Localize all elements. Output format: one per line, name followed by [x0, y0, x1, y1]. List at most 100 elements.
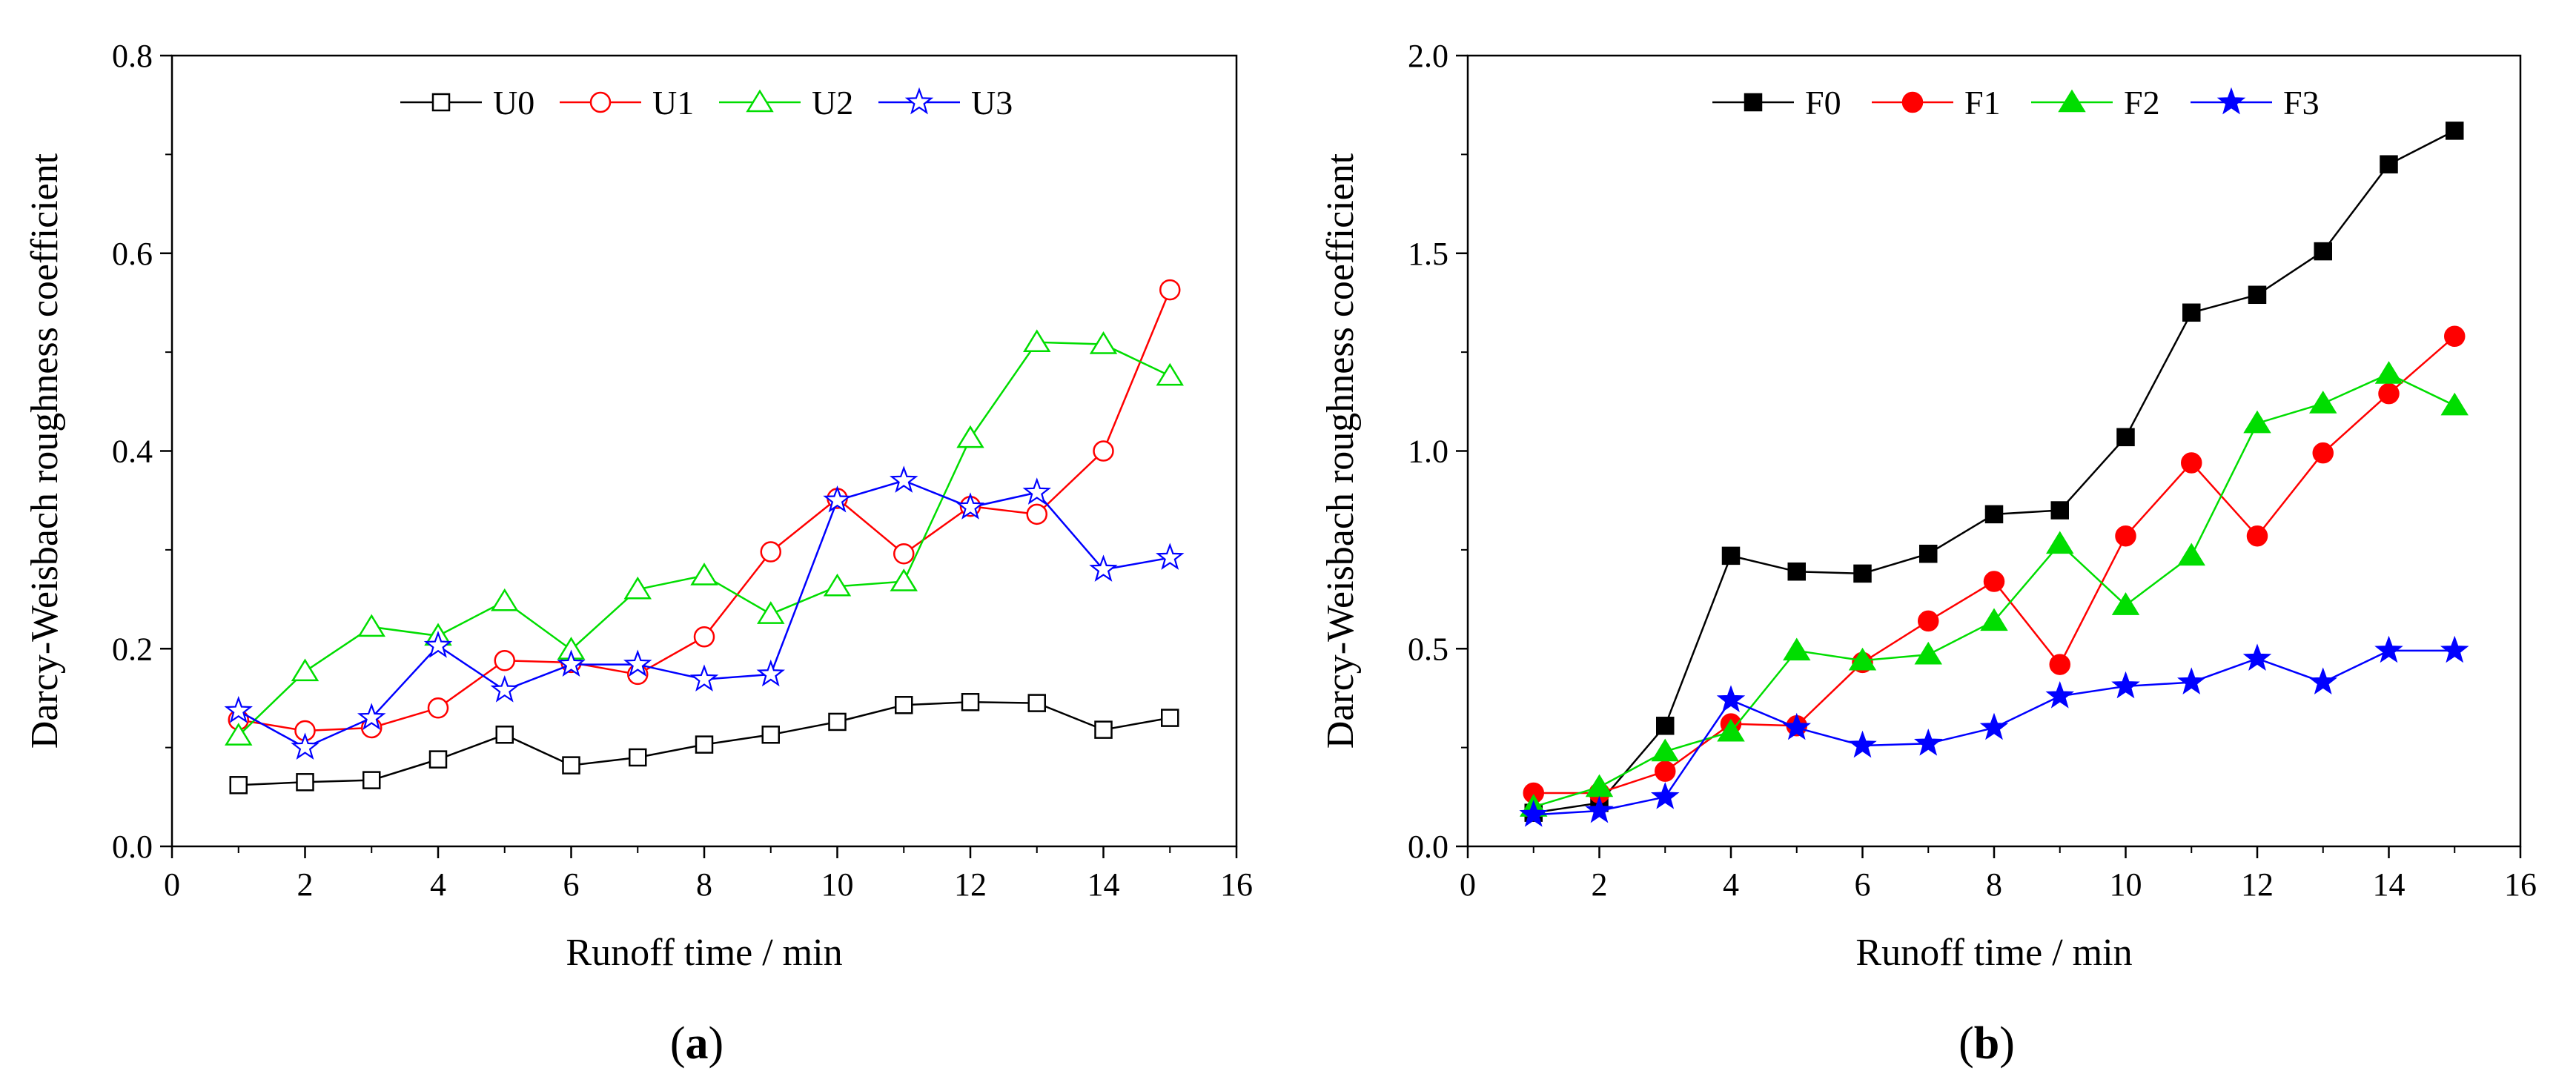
data-point-F3	[2374, 635, 2403, 663]
data-point-F1	[2181, 452, 2202, 474]
data-point-F2	[2309, 391, 2337, 414]
data-point-F3	[2440, 635, 2469, 663]
data-point-F1	[1983, 571, 2005, 592]
data-point-U2	[357, 614, 385, 637]
series-U3	[224, 465, 1185, 760]
data-point-U2	[757, 601, 785, 624]
data-point-F3	[1979, 712, 2009, 740]
data-point-U1	[693, 626, 715, 648]
data-point-U0	[428, 750, 448, 769]
data-point-F1	[2115, 525, 2136, 547]
data-point-U3	[1156, 543, 1185, 570]
x-tick-label: 0	[164, 866, 180, 903]
x-tick-label: 6	[1855, 866, 1871, 903]
data-point-F0	[1853, 564, 1872, 583]
legend-label-F1: F1	[1964, 84, 2001, 122]
data-point-F1	[2312, 442, 2334, 464]
data-point-U0	[362, 771, 381, 789]
data-point-F0	[1787, 562, 1806, 581]
data-point-U2	[690, 563, 718, 586]
data-point-F3	[1519, 800, 1548, 827]
data-point-F2	[2440, 392, 2469, 416]
y-tick-label: 0.6	[112, 236, 153, 272]
data-point-U1	[1093, 440, 1114, 462]
series-F3	[1519, 635, 2469, 827]
x-tick-label: 4	[430, 866, 446, 903]
data-point-F2	[1914, 641, 1942, 665]
data-point-U3	[689, 664, 719, 691]
x-tick-label: 4	[1723, 866, 1739, 903]
data-point-U3	[890, 465, 918, 493]
x-tick-label: 10	[821, 866, 854, 903]
legend-label-F2: F2	[2124, 84, 2160, 122]
data-point-U3	[357, 703, 386, 730]
data-point-F3	[2308, 667, 2337, 694]
data-point-F3	[1585, 795, 1614, 823]
x-tick-label: 0	[1460, 866, 1476, 903]
data-point-U1	[760, 541, 781, 563]
data-point-F0	[1656, 717, 1675, 735]
data-point-U2	[225, 723, 253, 746]
y-tick-label: 0.0	[112, 829, 153, 865]
data-point-F2	[1717, 718, 1745, 742]
series-F2	[1520, 361, 2469, 817]
y-tick-label: 0.8	[112, 38, 153, 74]
data-point-F3	[2177, 667, 2206, 694]
data-point-F2	[1585, 774, 1614, 797]
data-point-U1	[494, 650, 515, 671]
data-point-F1	[2444, 325, 2466, 348]
x-tick-label: 8	[1986, 866, 2002, 903]
series-line-F0	[1533, 130, 2455, 814]
y-axis-title: Darcy-Weisbach roughness coefficient	[1320, 153, 1362, 749]
data-point-U0	[961, 693, 980, 711]
data-point-U0	[296, 773, 314, 792]
data-point-F2	[2243, 410, 2271, 434]
data-point-U3	[956, 492, 985, 520]
legend-label-F3: F3	[2283, 84, 2320, 122]
data-point-U0	[629, 748, 647, 767]
data-point-U0	[495, 726, 514, 744]
data-point-U0	[1027, 694, 1046, 712]
data-point-F2	[1783, 637, 1811, 661]
data-point-U2	[1023, 329, 1051, 353]
legend-label-F0: F0	[1805, 84, 1841, 122]
data-point-F0	[2116, 428, 2135, 447]
data-point-U1	[893, 543, 915, 565]
data-point-F2	[2111, 592, 2140, 615]
data-point-U1	[427, 697, 449, 719]
data-point-F3	[1914, 729, 1943, 756]
data-point-U0	[828, 712, 847, 732]
data-point-U2	[291, 658, 319, 682]
data-point-U1	[1026, 503, 1047, 525]
data-point-U2	[1156, 362, 1184, 386]
y-tick-label: 0.4	[112, 434, 153, 470]
x-tick-label: 14	[1087, 866, 1120, 903]
legend-marker-F0	[1744, 93, 1763, 112]
data-point-F1	[2246, 525, 2268, 547]
series-U2	[225, 329, 1184, 746]
data-point-F1	[1655, 760, 1676, 782]
data-point-U0	[761, 726, 780, 744]
x-axis-title: Runoff time / min	[1855, 932, 2132, 974]
data-point-F3	[1651, 782, 1680, 809]
data-point-U2	[491, 588, 519, 611]
data-point-F2	[1848, 647, 1877, 671]
data-point-F0	[2050, 501, 2069, 520]
x-tick-label: 16	[2504, 866, 2537, 903]
legend-label-U0: U0	[493, 84, 534, 122]
x-tick-label: 2	[1592, 866, 1608, 903]
data-point-F1	[1918, 610, 1939, 632]
data-point-U0	[562, 756, 580, 774]
data-point-F3	[1782, 712, 1811, 740]
x-tick-label: 6	[563, 866, 580, 903]
x-tick-label: 8	[696, 866, 712, 903]
legend-label-U3: U3	[971, 84, 1013, 122]
data-point-F0	[2446, 122, 2464, 140]
legend-marker-U0	[431, 93, 451, 112]
data-point-F0	[2380, 155, 2398, 173]
data-point-F0	[2182, 303, 2201, 322]
data-point-F0	[1919, 544, 1938, 563]
data-point-U3	[756, 659, 785, 687]
x-tick-label: 10	[2110, 866, 2142, 903]
